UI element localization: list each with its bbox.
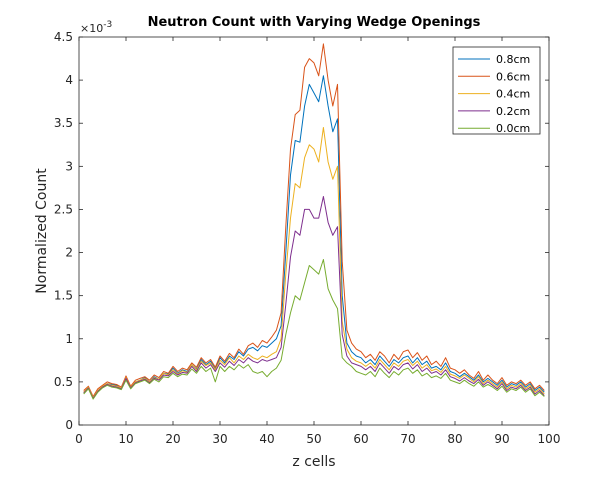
x-axis-title: z cells — [292, 454, 335, 470]
legend-label-2: 0.4cm — [496, 88, 530, 101]
x-tick-label: 70 — [400, 432, 415, 446]
series-line-1 — [83, 43, 545, 397]
ticks-layer: 0 10 20 30 40 50 60 70 80 90 100 0 0.5 1 1.5 2 2.5 3 3.5 4 4… — [54, 30, 561, 446]
legend: 0.8cm 0.6cm 0.4cm 0.2cm 0.0cm — [452, 46, 541, 135]
chart-title: Neutron Count with Varying Wedge Opening… — [148, 15, 481, 30]
y-exponent-power: -3 — [103, 20, 112, 30]
x-tick-label: 30 — [212, 432, 227, 446]
y-tick-label: 2 — [65, 246, 73, 260]
x-tick-label: 50 — [306, 432, 321, 446]
y-tick-label: 2.5 — [54, 202, 73, 216]
y-tick-label: 1 — [65, 332, 73, 346]
x-tick-label: 0 — [75, 432, 83, 446]
x-tick-label: 80 — [447, 432, 462, 446]
y-exponent-base: ×10 — [80, 22, 103, 35]
y-tick-label: 4.5 — [54, 30, 73, 44]
y-axis-title: Normalized Count — [34, 168, 50, 294]
y-tick-label: 0.5 — [54, 375, 73, 389]
y-tick-label: 3.5 — [54, 116, 73, 130]
legend-label-1: 0.6cm — [496, 70, 530, 83]
x-tick-label: 40 — [259, 432, 274, 446]
x-tick-label: 10 — [118, 432, 133, 446]
legend-label-3: 0.2cm — [496, 105, 530, 118]
y-tick-label: 0 — [65, 418, 73, 432]
y-tick-label: 3 — [65, 159, 73, 173]
x-tick-label: 20 — [165, 432, 180, 446]
x-tick-label: 100 — [538, 432, 561, 446]
series-layer — [83, 43, 545, 400]
x-tick-label: 90 — [494, 432, 509, 446]
x-tick-label: 60 — [353, 432, 368, 446]
legend-box — [452, 46, 541, 135]
legend-label-0: 0.8cm — [496, 53, 530, 66]
y-exponent-label: ×10-3 — [80, 20, 112, 35]
series-line-3 — [83, 196, 545, 399]
y-tick-label: 1.5 — [54, 289, 73, 303]
legend-label-4: 0.0cm — [496, 122, 530, 135]
series-line-4 — [83, 259, 545, 400]
y-tick-label: 4 — [65, 73, 73, 87]
series-line-2 — [83, 127, 545, 398]
